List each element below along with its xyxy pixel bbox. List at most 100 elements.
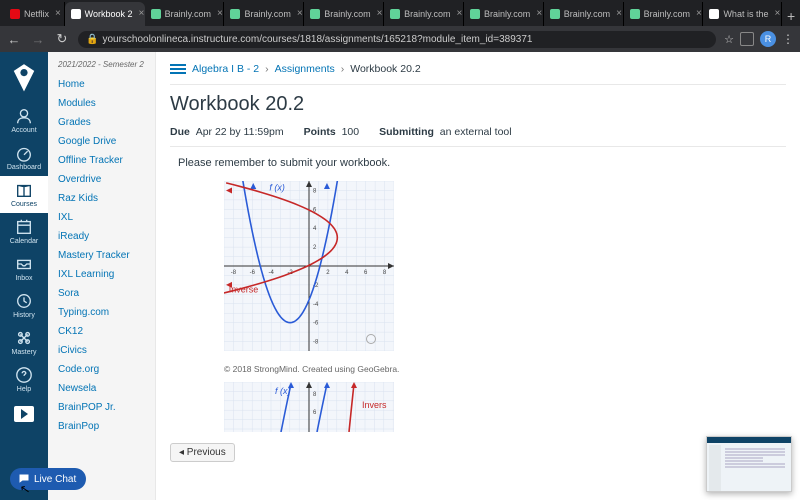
nav-label: Help: [17, 386, 31, 393]
coursenav-item[interactable]: Overdrive: [48, 170, 155, 189]
svg-text:-8: -8: [313, 340, 319, 346]
close-icon[interactable]: ×: [774, 10, 780, 18]
close-icon[interactable]: ×: [536, 10, 542, 18]
nav-account[interactable]: Account: [0, 102, 48, 139]
tab-whatis[interactable]: What is the×: [703, 2, 782, 26]
courses-icon: [15, 181, 33, 199]
tab-netflix[interactable]: Netflix×: [4, 2, 65, 26]
extension-icon[interactable]: [740, 32, 754, 46]
bookmark-icon[interactable]: ☆: [724, 33, 734, 46]
calendar-icon: [15, 218, 33, 236]
nav-help[interactable]: Help: [0, 361, 48, 398]
svg-text:Invers: Invers: [362, 400, 387, 410]
coursenav-item[interactable]: iReady: [48, 227, 155, 246]
coursenav-item[interactable]: Raz Kids: [48, 189, 155, 208]
close-icon[interactable]: ×: [377, 10, 383, 18]
coursenav-item[interactable]: Grades: [48, 113, 155, 132]
coursenav-item[interactable]: Mastery Tracker: [48, 246, 155, 265]
nav-courses[interactable]: Courses: [0, 176, 48, 213]
new-tab-button[interactable]: +: [782, 6, 800, 26]
url-input[interactable]: 🔒 yourschoolonlineca.instructure.com/cou…: [78, 31, 716, 48]
coursenav-item[interactable]: CK12: [48, 322, 155, 341]
profile-avatar[interactable]: R: [760, 31, 776, 47]
nav-label: Mastery: [12, 349, 37, 356]
forward-button[interactable]: →: [30, 32, 46, 47]
favicon-icon: [10, 9, 20, 19]
due-value: Apr 22 by 11:59pm: [196, 126, 284, 138]
close-icon[interactable]: ×: [297, 10, 303, 18]
nav-mastery[interactable]: Mastery: [0, 324, 48, 361]
crumb-section[interactable]: Assignments: [275, 63, 335, 75]
coursenav-item[interactable]: BrainPOP Jr.: [48, 398, 155, 417]
nav-history[interactable]: History: [0, 287, 48, 324]
favicon-icon: [310, 9, 320, 19]
coursenav-item[interactable]: IXL Learning: [48, 265, 155, 284]
tab-label: Brainly.com: [324, 9, 370, 19]
address-bar: ← → ↻ 🔒 yourschoolonlineca.instructure.c…: [0, 26, 800, 52]
graph-figure-2: 86f (x)Invers: [224, 382, 394, 432]
crumb-current: Workbook 20.2: [350, 63, 420, 75]
close-icon[interactable]: ×: [217, 10, 223, 18]
tab-brainly-6[interactable]: Brainly.com ×: [544, 2, 624, 26]
coursenav-item[interactable]: Code.org: [48, 360, 155, 379]
school-logo-icon[interactable]: [6, 60, 42, 96]
tab-label: Brainly.com: [484, 9, 530, 19]
help-icon: [15, 366, 33, 384]
coursenav-item[interactable]: Typing.com: [48, 303, 155, 322]
coursenav-item[interactable]: iCivics: [48, 341, 155, 360]
close-icon[interactable]: ×: [696, 10, 702, 18]
breadcrumb: Algebra I B - 2 › Assignments › Workbook…: [170, 58, 786, 85]
tab-label: Brainly.com: [244, 9, 290, 19]
svg-text:-6: -6: [313, 321, 319, 327]
media-play-button[interactable]: [14, 406, 34, 422]
global-nav: Account Dashboard Courses Calendar Inbox…: [0, 52, 48, 500]
term-label: 2021/2022 - Semester 2: [48, 60, 155, 75]
back-button[interactable]: ←: [6, 32, 22, 47]
attribution-text: © 2018 StrongMind. Created using GeoGebr…: [224, 364, 786, 374]
coursenav-item[interactable]: Google Drive: [48, 132, 155, 151]
previous-button[interactable]: ◂ Previous: [170, 443, 235, 462]
svg-text:f (x): f (x): [269, 182, 285, 192]
due-label: Due: [170, 126, 190, 138]
tab-label: Brainly.com: [564, 9, 610, 19]
close-icon[interactable]: ×: [616, 10, 622, 18]
favicon-icon: [390, 9, 400, 19]
tab-label: Brainly.com: [404, 9, 450, 19]
nav-dashboard[interactable]: Dashboard: [0, 139, 48, 176]
coursenav-item[interactable]: Offline Tracker: [48, 151, 155, 170]
crumb-course[interactable]: Algebra I B - 2: [192, 63, 259, 75]
coursenav-item[interactable]: IXL: [48, 208, 155, 227]
svg-text:-8: -8: [231, 270, 237, 276]
tab-brainly-7[interactable]: Brainly.com ×: [624, 2, 704, 26]
tab-brainly-2[interactable]: Brainly.com ×: [224, 2, 304, 26]
tab-brainly-5[interactable]: Brainly.com ×: [464, 2, 544, 26]
svg-text:-4: -4: [269, 270, 275, 276]
tab-brainly-3[interactable]: Brainly.com ×: [304, 2, 384, 26]
history-icon: [15, 292, 33, 310]
tab-workbook[interactable]: Workbook 2×: [65, 2, 145, 26]
coursenav-item[interactable]: BrainPop: [48, 417, 155, 436]
close-icon[interactable]: ×: [456, 10, 462, 18]
hamburger-icon[interactable]: [170, 62, 186, 76]
coursenav-item[interactable]: Modules: [48, 94, 155, 113]
coursenav-item[interactable]: Home: [48, 75, 155, 94]
tab-brainly-4[interactable]: Brainly.com ×: [384, 2, 464, 26]
favicon-icon: [151, 9, 161, 19]
points-value: 100: [342, 126, 360, 138]
picture-in-picture[interactable]: [706, 436, 792, 492]
nav-inbox[interactable]: Inbox: [0, 250, 48, 287]
svg-text:Inverse: Inverse: [229, 284, 259, 294]
coursenav-item[interactable]: Sora: [48, 284, 155, 303]
favicon-icon: [550, 9, 560, 19]
graph-figure: -8-6-4-22468-8-6-4-22468f (x)Inverse: [224, 181, 394, 351]
tab-label: Brainly.com: [644, 9, 690, 19]
close-icon[interactable]: ×: [139, 10, 145, 18]
reload-button[interactable]: ↻: [54, 31, 70, 47]
nav-calendar[interactable]: Calendar: [0, 213, 48, 250]
menu-icon[interactable]: ⋮: [782, 32, 794, 46]
close-icon[interactable]: ×: [55, 10, 61, 18]
coursenav-item[interactable]: Newsela: [48, 379, 155, 398]
account-icon: [15, 107, 33, 125]
tab-brainly-1[interactable]: Brainly.com×: [145, 2, 225, 26]
question-radio[interactable]: [366, 334, 376, 344]
